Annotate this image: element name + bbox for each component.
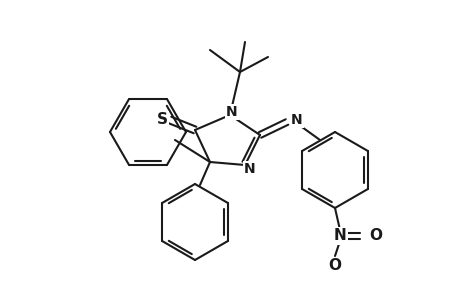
Text: N: N [291, 113, 302, 127]
Text: O: O [369, 229, 382, 244]
Text: N: N [226, 105, 237, 119]
Text: S: S [156, 112, 167, 128]
Text: N: N [333, 229, 346, 244]
Text: O: O [328, 259, 341, 274]
Text: N: N [244, 162, 255, 176]
